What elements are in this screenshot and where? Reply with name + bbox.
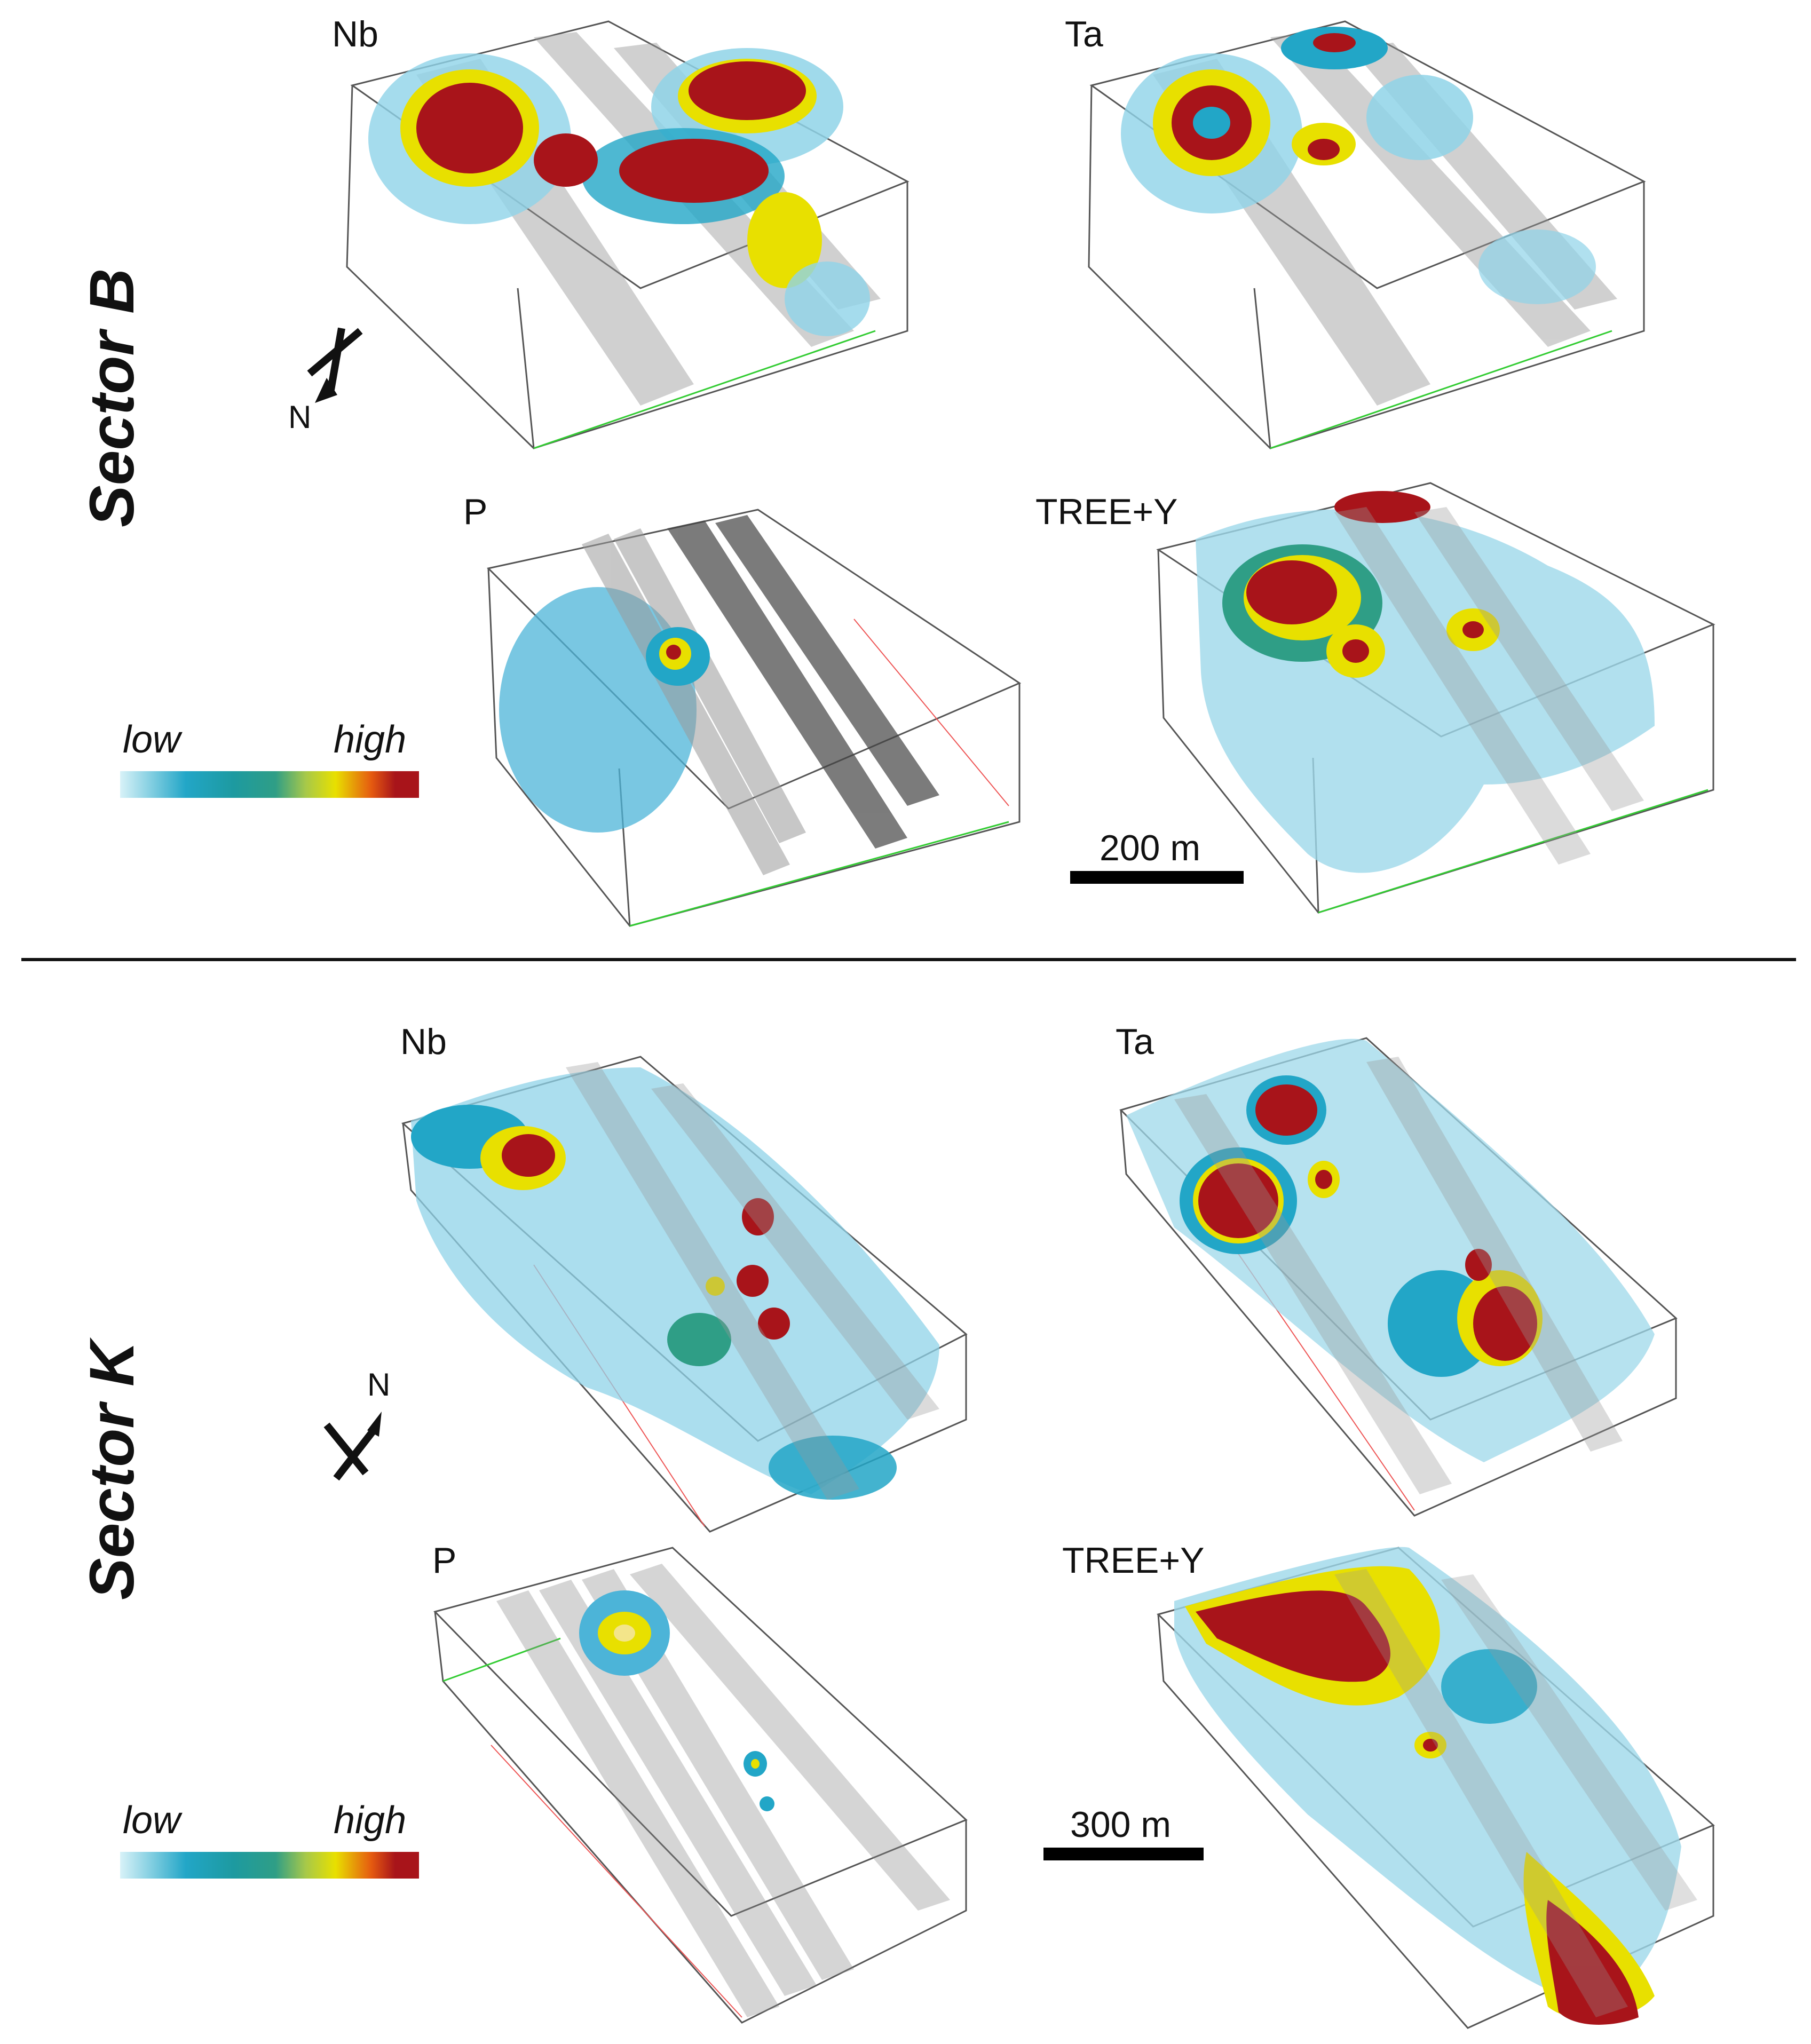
sector-b-legend-high: high: [334, 718, 407, 761]
sector-b-legend-low: low: [123, 718, 181, 761]
sector-k-legend-low: low: [123, 1799, 181, 1842]
sector-b-nb-label: Nb: [332, 14, 378, 54]
sector-k-color-ramp: [120, 1852, 419, 1879]
sector-k-nb-label: Nb: [400, 1021, 447, 1062]
sector-k-ta-label: Ta: [1116, 1021, 1154, 1062]
sector-k-legend-high: high: [334, 1799, 407, 1842]
sector-k-north-label: N: [367, 1367, 391, 1403]
sector-b-color-ramp: [120, 771, 419, 798]
sector-k-tree-label: TREE+Y: [1062, 1540, 1205, 1581]
sector-b-tree-label: TREE+Y: [1035, 492, 1178, 532]
sector-k-scale-label: 300 m: [1070, 1804, 1171, 1845]
sector-b-p-label: P: [463, 492, 488, 532]
sector-k-p-label: P: [432, 1540, 457, 1581]
sector-b-scale-label: 200 m: [1100, 828, 1200, 868]
sector-k-scale-bar: [1043, 1848, 1204, 1860]
sector-b-scale-bar: [1070, 871, 1244, 884]
sector-b-ta-label: Ta: [1065, 14, 1103, 54]
sector-divider: [21, 958, 1796, 961]
sector-b-north-label: N: [288, 399, 312, 435]
